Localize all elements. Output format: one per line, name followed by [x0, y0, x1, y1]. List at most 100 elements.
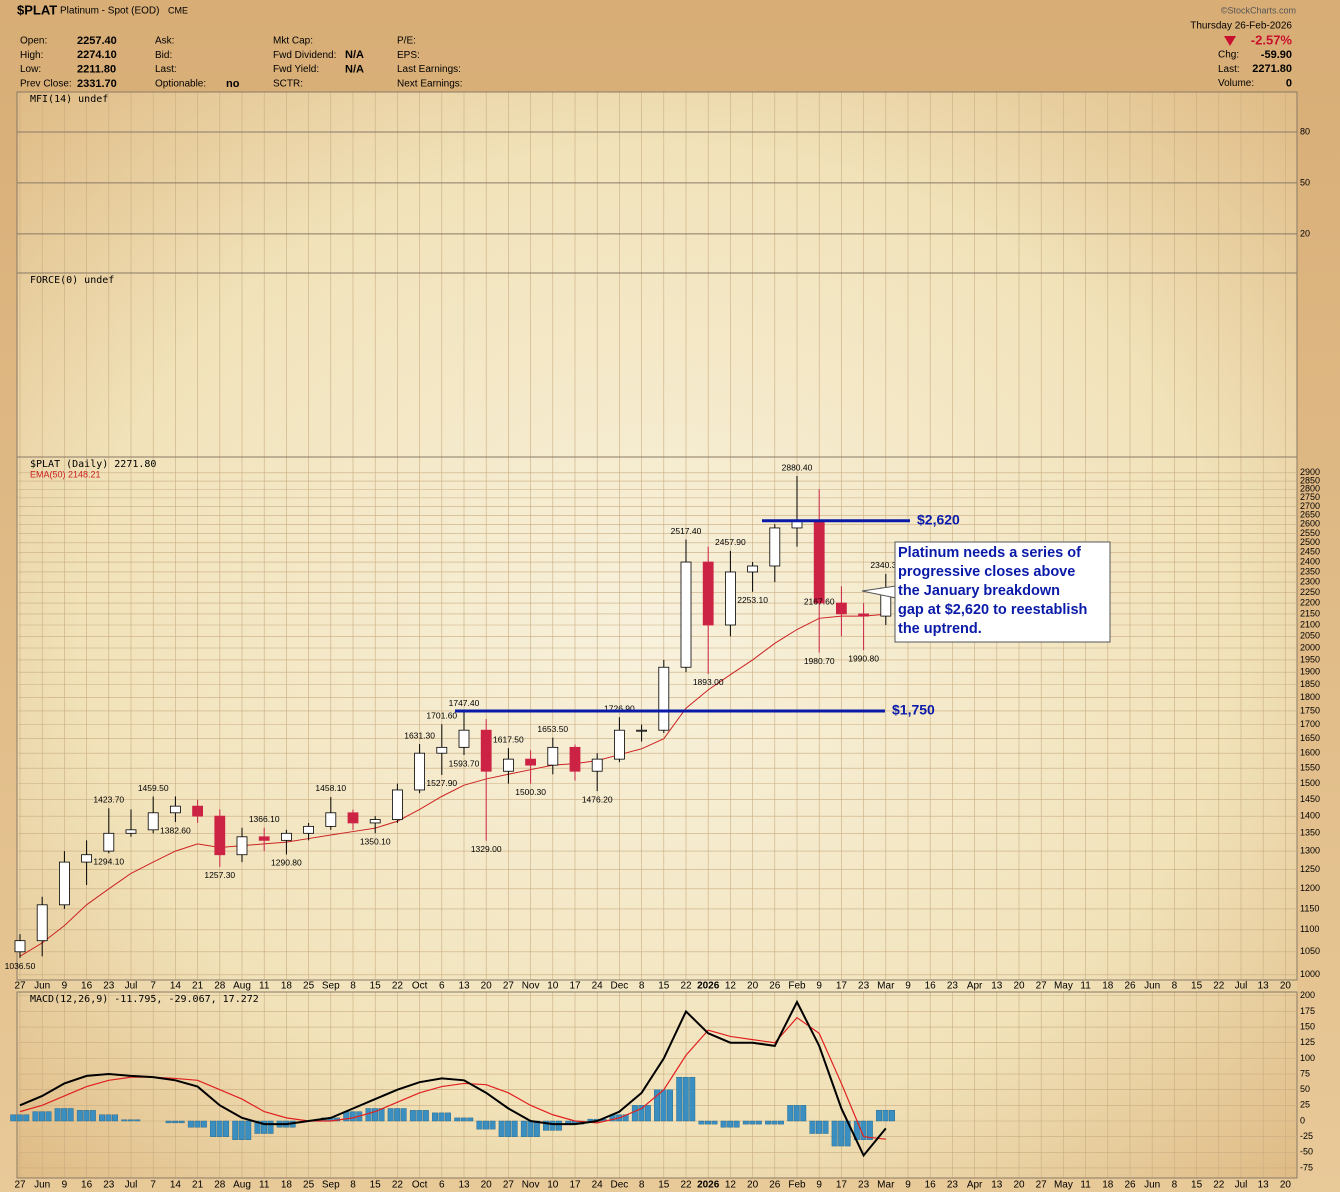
candle-body: [702, 561, 714, 626]
histogram-bar: [16, 1114, 23, 1122]
x-tick-label: 9: [62, 1180, 68, 1191]
y-tick-label: 1500: [1300, 778, 1320, 788]
x-tick-label: 13: [1258, 981, 1270, 992]
candle-body: [258, 836, 270, 841]
y-tick-label: 1150: [1300, 903, 1319, 913]
x-tick-label: 9: [816, 1180, 822, 1191]
x-tick-label: 17: [569, 1180, 581, 1191]
field-value: 0: [1286, 78, 1292, 90]
candle-body: [125, 829, 137, 834]
histogram-bar: [445, 1112, 451, 1122]
candle-body: [103, 832, 115, 852]
price-label: 2340.30: [870, 560, 901, 570]
note-text: the uptrend.: [898, 621, 982, 637]
y-tick-label: 1450: [1300, 794, 1320, 804]
histogram-bar: [23, 1114, 30, 1122]
histogram-bar: [61, 1108, 68, 1122]
histogram-bar: [372, 1108, 378, 1122]
x-tick-label: Mar: [877, 1180, 895, 1191]
x-tick-label: 7: [150, 981, 156, 992]
histogram-bar: [543, 1120, 549, 1131]
histogram-bar: [682, 1076, 689, 1122]
field-label: Fwd Dividend:: [273, 50, 336, 61]
y-tick-label: 1550: [1300, 763, 1320, 773]
x-tick-label: 12: [725, 1180, 737, 1191]
price-label: 1617.50: [493, 734, 524, 744]
x-tick-label: 11: [1080, 1180, 1091, 1191]
panel-title: MACD(12,26,9) -11.795, -29.067, 17.272: [30, 994, 259, 1005]
x-tick-label: 21: [192, 1180, 204, 1191]
histogram-bar: [422, 1110, 429, 1122]
candle-body: [236, 836, 248, 856]
field-label: Last:: [1218, 64, 1240, 75]
x-tick-label: 27: [1036, 1180, 1048, 1191]
field-label: Volume:: [1218, 78, 1254, 89]
price-label: 1593.70: [449, 758, 480, 768]
candle-body: [280, 832, 292, 841]
histogram-bar: [187, 1120, 194, 1128]
x-tick-label: 20: [481, 981, 493, 992]
x-tick-label: 27: [1036, 981, 1048, 992]
histogram-bar: [556, 1120, 562, 1131]
x-tick-label: 6: [439, 981, 445, 992]
candle-body: [147, 812, 159, 831]
histogram-bar: [54, 1108, 61, 1122]
y-tick-label: 150: [1300, 1021, 1315, 1031]
histogram-bar: [660, 1089, 667, 1122]
histogram-bar: [200, 1120, 207, 1128]
x-tick-label: Nov: [522, 1180, 540, 1191]
y-tick-label: 25: [1300, 1100, 1310, 1110]
candle-body: [303, 825, 315, 834]
y-tick-label: 1250: [1300, 864, 1320, 874]
y-tick-label: 2650: [1300, 510, 1320, 520]
x-tick-label: Sep: [322, 1180, 340, 1191]
y-tick-label: 75: [1300, 1068, 1310, 1078]
histogram-bar: [467, 1117, 474, 1122]
x-tick-label: 18: [1102, 1180, 1114, 1191]
price-label: 2253.10: [737, 595, 768, 605]
candle-body: [502, 758, 514, 772]
x-tick-label: 15: [1191, 981, 1203, 992]
price-label: 1476.20: [582, 794, 613, 804]
histogram-bar: [194, 1120, 201, 1128]
x-tick-label: Mar: [877, 981, 895, 992]
x-tick-label: Aug: [233, 1180, 251, 1191]
field-label: High:: [20, 50, 43, 61]
field-label: Next Earnings:: [397, 79, 463, 90]
y-tick-label: 1700: [1300, 719, 1320, 729]
price-label: 1458.10: [315, 783, 346, 793]
field-label: Last:: [155, 64, 177, 75]
x-tick-label: 18: [1102, 981, 1114, 992]
histogram-bar: [787, 1105, 794, 1122]
candle-body: [747, 565, 758, 573]
field-value: N/A: [345, 64, 364, 76]
credit: ©StockCharts.com: [1221, 5, 1296, 15]
price-label: 1290.80: [271, 858, 302, 868]
y-tick-label: 2400: [1300, 556, 1320, 566]
x-tick-label: 17: [836, 1180, 848, 1191]
histogram-bar: [816, 1120, 822, 1134]
candle-body: [169, 805, 181, 814]
x-tick-label: 22: [680, 1180, 692, 1191]
panel-title: $PLAT (Daily) 2271.80: [30, 459, 156, 470]
candle-body: [569, 746, 581, 772]
price-label: 1653.50: [537, 724, 568, 734]
x-tick-label: Jun: [1144, 981, 1160, 992]
histogram-bar: [749, 1120, 756, 1125]
y-tick-label: 1200: [1300, 883, 1320, 893]
histogram-bar: [720, 1120, 727, 1128]
price-label: 2167.60: [804, 596, 835, 606]
histogram-bar: [889, 1109, 895, 1122]
candle-body: [81, 854, 92, 863]
y-tick-label: 2300: [1300, 576, 1320, 586]
candle-body: [858, 613, 869, 617]
histogram-bar: [223, 1120, 230, 1137]
histogram-bar: [800, 1105, 807, 1122]
y-tick-label: 50: [1300, 1084, 1310, 1094]
histogram-bar: [32, 1111, 39, 1122]
x-tick-label: 8: [639, 981, 645, 992]
field-value: 2271.80: [1252, 63, 1292, 75]
x-tick-label: Jun: [34, 1180, 50, 1191]
y-tick-label: 2250: [1300, 587, 1320, 597]
histogram-bar: [483, 1120, 489, 1130]
